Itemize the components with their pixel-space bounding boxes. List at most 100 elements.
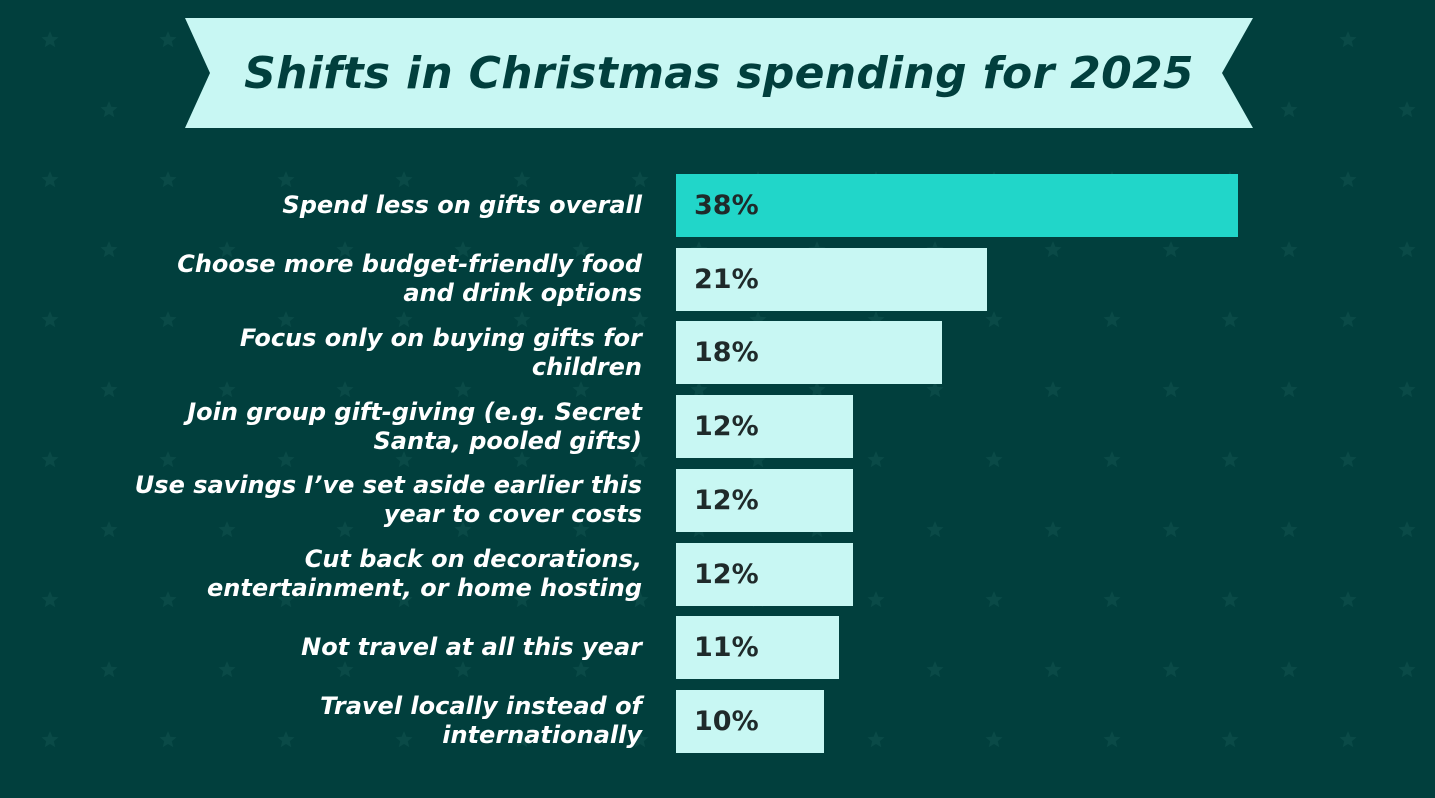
star-decoration: [1103, 591, 1121, 608]
star-decoration: [1044, 521, 1062, 538]
star-decoration: [1398, 101, 1416, 118]
star-decoration: [277, 171, 295, 188]
star-decoration: [100, 381, 118, 398]
star-decoration: [336, 661, 354, 678]
star-decoration: [513, 311, 531, 328]
bar: [676, 247, 987, 311]
value-label: 11%: [694, 632, 759, 664]
star-decoration: [41, 731, 59, 748]
category-label: Focus only on buying gifts for children: [239, 323, 642, 381]
star-decoration: [985, 731, 1003, 748]
star-decoration: [631, 731, 649, 748]
star-decoration: [1339, 591, 1357, 608]
star-decoration: [808, 381, 826, 398]
star-decoration: [41, 171, 59, 188]
star-decoration: [395, 451, 413, 468]
bar: [676, 542, 854, 606]
star-decoration: [395, 311, 413, 328]
star-decoration: [1280, 521, 1298, 538]
bar: [676, 468, 854, 532]
star-decoration: [277, 731, 295, 748]
star-decoration: [1221, 591, 1239, 608]
star-decoration: [336, 381, 354, 398]
star-decoration: [159, 731, 177, 748]
star-decoration: [690, 381, 708, 398]
star-decoration: [159, 31, 177, 48]
star-decoration: [100, 661, 118, 678]
star-decoration: [277, 311, 295, 328]
category-label: Travel locally instead of internationall…: [320, 692, 642, 750]
star-decoration: [1221, 311, 1239, 328]
star-decoration: [41, 591, 59, 608]
star-decoration: [218, 381, 236, 398]
star-decoration: [1162, 381, 1180, 398]
star-decoration: [336, 241, 354, 258]
category-label: Choose more budget-friendly food and dri…: [177, 250, 642, 308]
bar: [676, 689, 824, 753]
star-decoration: [1398, 381, 1416, 398]
category-label: Join group gift-giving (e.g. Secret Sant…: [187, 397, 642, 455]
bar: [676, 395, 854, 459]
star-decoration: [336, 521, 354, 538]
star-decoration: [395, 591, 413, 608]
star-decoration: [218, 241, 236, 258]
star-decoration: [985, 311, 1003, 328]
star-decoration: [926, 521, 944, 538]
star-decoration: [1280, 381, 1298, 398]
star-decoration: [513, 591, 531, 608]
star-decoration: [1280, 241, 1298, 258]
star-decoration: [1044, 661, 1062, 678]
star-decoration: [100, 101, 118, 118]
star-decoration: [572, 521, 590, 538]
star-decoration: [985, 451, 1003, 468]
star-decoration: [41, 311, 59, 328]
star-decoration: [1162, 521, 1180, 538]
star-decoration: [985, 591, 1003, 608]
star-decoration: [572, 661, 590, 678]
star-decoration: [1339, 731, 1357, 748]
star-decoration: [41, 451, 59, 468]
star-decoration: [454, 521, 472, 538]
star-decoration: [1162, 241, 1180, 258]
value-label: 18%: [694, 337, 759, 369]
category-label: Not travel at all this year: [301, 633, 642, 662]
star-decoration: [1339, 171, 1357, 188]
star-decoration: [277, 591, 295, 608]
star-decoration: [159, 171, 177, 188]
star-decoration: [1103, 731, 1121, 748]
chart-title: Shifts in Christmas spending for 2025: [244, 47, 1194, 99]
star-decoration: [218, 661, 236, 678]
category-label: Use savings I’ve set aside earlier this …: [134, 471, 642, 529]
star-decoration: [749, 311, 767, 328]
star-decoration: [867, 731, 885, 748]
star-decoration: [100, 241, 118, 258]
star-decoration: [395, 731, 413, 748]
star-decoration: [926, 381, 944, 398]
star-decoration: [1103, 451, 1121, 468]
value-label: 12%: [694, 558, 759, 590]
star-decoration: [41, 31, 59, 48]
star-decoration: [1280, 101, 1298, 118]
star-decoration: [572, 241, 590, 258]
star-decoration: [513, 731, 531, 748]
star-decoration: [1398, 661, 1416, 678]
value-label: 12%: [694, 411, 759, 443]
star-decoration: [100, 521, 118, 538]
star-decoration: [1398, 521, 1416, 538]
star-decoration: [454, 241, 472, 258]
bar: [676, 616, 839, 680]
star-decoration: [1221, 451, 1239, 468]
star-decoration: [395, 171, 413, 188]
star-decoration: [159, 311, 177, 328]
value-label: 10%: [694, 705, 759, 737]
star-decoration: [749, 451, 767, 468]
star-decoration: [277, 451, 295, 468]
star-decoration: [926, 661, 944, 678]
bar: [676, 321, 943, 385]
star-decoration: [1339, 311, 1357, 328]
star-decoration: [631, 591, 649, 608]
star-decoration: [1044, 381, 1062, 398]
star-decoration: [1280, 661, 1298, 678]
star-decoration: [218, 521, 236, 538]
